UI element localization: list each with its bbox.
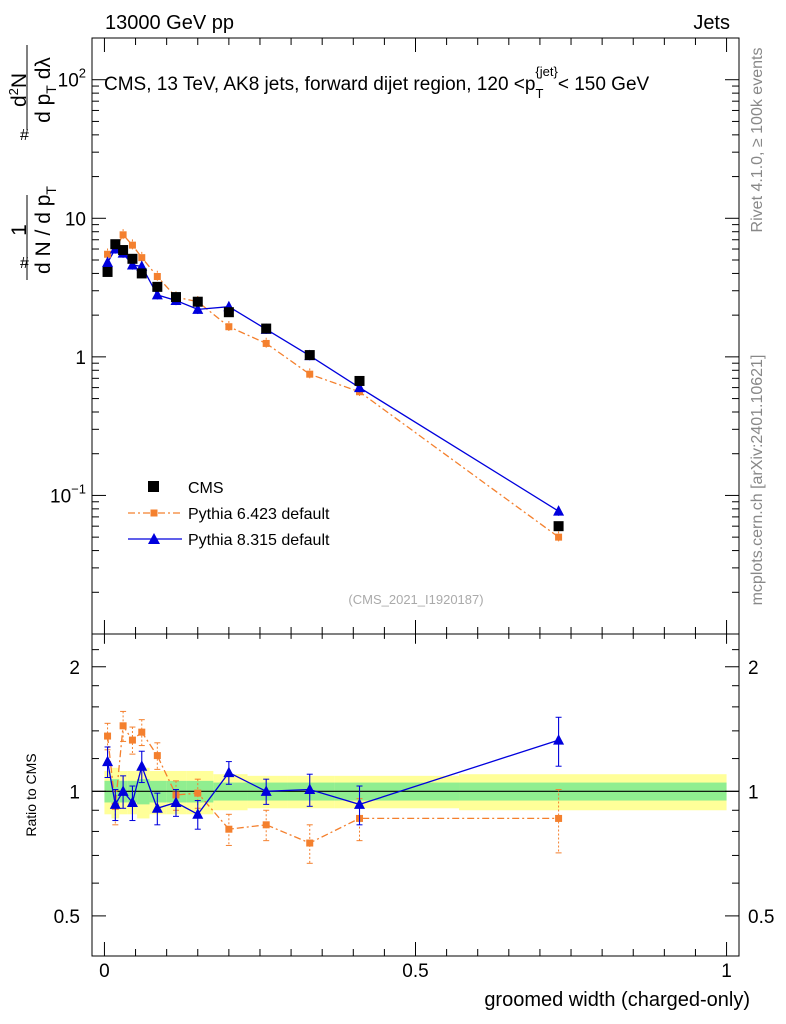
cms-marker	[127, 253, 138, 264]
lower-panel: 2 21 10.5 0.5 0 0.5 1 Ratio to CMS groomed wi…	[23, 38, 774, 1011]
pythia6-marker	[104, 250, 112, 258]
pythia6-ratio-marker	[138, 728, 146, 736]
lower-y-tick-label-left: 2	[69, 658, 80, 679]
lower-y-axis: 2 2 1 1 0.5 0.5	[54, 649, 774, 957]
upper-y-tick-base: 10	[50, 486, 71, 507]
upper-y-tick-exponent: 2	[79, 66, 86, 81]
cms-marker	[110, 239, 121, 250]
cms-marker	[136, 268, 147, 279]
pythia8-ratio-marker	[223, 766, 235, 778]
pythia8-marker	[126, 259, 138, 270]
upper-y-tick-label: 10−1	[50, 481, 86, 507]
pythia6-marker	[153, 273, 161, 281]
plot-title: CMS, 13 TeV, AK8 jets, forward dijet reg…	[104, 64, 650, 101]
pythia8-ratio-marker	[170, 796, 182, 807]
x-tick-label: 0	[99, 961, 110, 982]
pythia8-ratio-marker	[304, 783, 316, 795]
upper-y-axis-label: # 1d N / d pT # d2Nd pT dλ	[6, 45, 59, 280]
pythia8-ratio-marker	[126, 796, 138, 807]
upper-y-tick-label: 1	[75, 348, 86, 369]
cms-marker	[170, 292, 181, 303]
rivet-version-label: Rivet 4.1.0, ≥ 100k events	[749, 48, 766, 233]
pythia8-marker	[151, 288, 163, 300]
pythia6-ratio-marker	[555, 814, 563, 822]
upper-y-tick-label: 10	[65, 209, 86, 230]
pythia6-ratio-marker	[194, 789, 202, 797]
cms-marker	[261, 323, 272, 334]
upper-y-tick-base: 1	[75, 348, 86, 369]
cms-marker	[223, 307, 234, 318]
pythia6-ratio-marker	[128, 736, 136, 744]
pythia8-marker	[553, 505, 565, 516]
pythia6-marker	[128, 241, 136, 249]
upper-y-tick-base: 10	[65, 209, 86, 230]
pythia8-ratio-marker	[553, 734, 565, 745]
cms-marker	[553, 521, 564, 532]
pythia8-ratio-marker	[109, 798, 121, 809]
pythia8-marker	[354, 381, 366, 393]
y-label-hash-1: #	[20, 255, 29, 272]
upper-y-tick-label: 102	[58, 66, 86, 92]
lower-y-tick-label-right: 1	[748, 782, 759, 803]
cms-marker	[102, 266, 113, 277]
legend-label-pythia8: Pythia 8.315 default	[188, 532, 330, 549]
pythia8-marker	[102, 256, 114, 267]
pythia8-ratio-marker	[117, 785, 129, 796]
pythia6-ratio-marker	[262, 821, 270, 829]
legend-marker-pythia6	[150, 509, 158, 517]
upper-y-tick-base: 10	[58, 71, 79, 92]
pythia8-ratio-marker	[102, 755, 114, 767]
lower-y-tick-label-right: 0.5	[748, 907, 774, 928]
cms-marker	[152, 281, 163, 292]
y-label-fraction: 1d N / d pT	[8, 186, 59, 274]
lower-y-axis-label: Ratio to CMS	[23, 753, 39, 836]
upper-plot-content	[102, 229, 565, 543]
lower-y-tick-label-left: 1	[69, 782, 80, 803]
cms-marker	[354, 375, 365, 386]
x-axis: 0 0.5 1	[99, 38, 732, 982]
y-label-derivative: d2Nd pT dλ	[6, 57, 59, 123]
cms-marker	[192, 296, 203, 307]
lower-plot-content	[92, 710, 739, 864]
pythia8-ratio-marker	[151, 802, 163, 813]
analysis-watermark: (CMS_2021_I1920187)	[348, 592, 483, 607]
pythia6-marker	[225, 323, 233, 331]
pythia8-ratio-marker	[354, 798, 366, 809]
mcplots-reference-label: mcplots.cern.ch [arXiv:2401.10621]	[749, 355, 766, 606]
pythia6-marker	[138, 254, 146, 262]
pythia8-marker	[192, 303, 204, 314]
pythia6-ratio-marker	[119, 722, 127, 730]
x-tick-label: 0.5	[402, 961, 428, 982]
upper-y-tick-exponent: −1	[71, 481, 86, 496]
y-label-hash-2: #	[20, 127, 29, 144]
pythia6-marker	[119, 231, 127, 239]
legend-label-cms: CMS	[188, 480, 224, 497]
pythia8-marker	[136, 260, 148, 271]
pythia8-ratio-marker	[260, 785, 272, 796]
pythia6-ratio-marker	[104, 732, 112, 740]
legend-marker-cms	[148, 481, 159, 492]
lower-y-tick-label-left: 0.5	[54, 907, 80, 928]
x-axis-label: groomed width (charged-only)	[484, 989, 750, 1011]
pythia6-ratio-marker	[225, 825, 233, 833]
pythia6-marker	[555, 533, 563, 541]
pythia6-marker	[262, 339, 270, 347]
pythia6-ratio-marker	[153, 752, 161, 760]
x-tick-label: 1	[721, 961, 732, 982]
legend-marker-pythia8	[148, 533, 160, 544]
pythia8-ratio-marker	[136, 760, 148, 771]
pythia6-marker	[306, 370, 314, 378]
lower-y-tick-label-right: 2	[748, 658, 759, 679]
cms-marker	[304, 350, 315, 361]
header-jets-label: Jets	[693, 12, 730, 34]
legend-label-pythia6: Pythia 6.423 default	[188, 506, 330, 523]
pythia6-ratio-marker	[306, 839, 314, 847]
legend: CMS Pythia 6.423 default Pythia 8.315 de…	[128, 480, 330, 549]
header-energy-label: 13000 GeV pp	[105, 12, 234, 34]
cms-marker	[118, 245, 129, 256]
pythia8-ratio-marker	[192, 808, 204, 819]
